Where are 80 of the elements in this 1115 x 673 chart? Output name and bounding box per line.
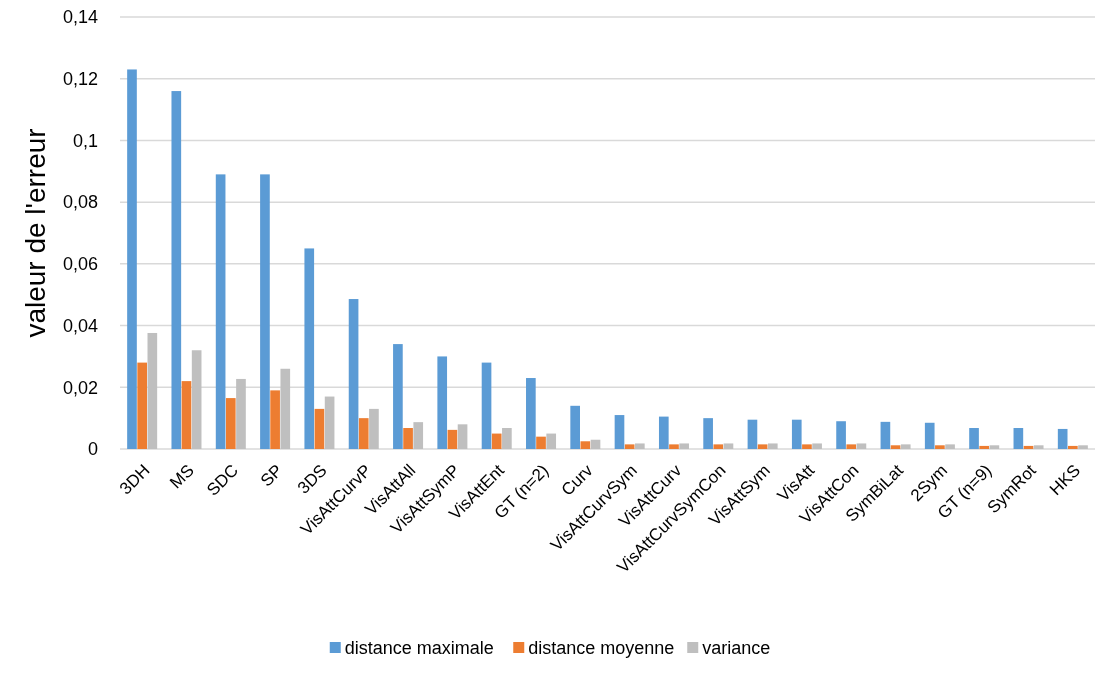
bar [945,444,955,449]
bar [924,422,935,449]
bar [1013,428,1024,449]
bar [900,444,911,449]
bar [447,429,458,449]
bar [767,443,778,449]
bar [989,445,1000,449]
bar [393,344,403,449]
bar [880,421,891,449]
legend-label: variance [702,638,771,659]
bar [413,422,424,449]
bar [679,443,689,449]
y-tick-label: 0,1 [72,130,98,151]
bar [314,408,325,449]
bar [270,390,280,449]
y-tick-label: 0,12 [62,69,98,90]
bar [526,378,536,449]
bar [147,332,158,449]
bar [137,362,147,449]
legend-label: distance maximale [344,638,494,659]
bar [546,433,557,449]
y-tick-label: 0,14 [62,7,98,28]
bar [191,350,202,449]
bar [502,428,512,449]
bar [1068,445,1078,449]
bar [969,428,979,449]
bar [713,444,724,449]
bar [747,419,758,449]
bar [856,443,867,449]
bar [260,174,270,449]
bar [403,428,413,449]
bar [225,398,236,449]
bar [369,408,379,449]
bar [215,174,226,449]
bar [1057,428,1068,449]
bar [658,416,669,449]
y-tick-label: 0,02 [62,377,98,398]
bar [757,444,768,449]
bar [491,433,502,449]
y-tick-label: 0,08 [62,192,98,213]
bar [812,443,822,449]
bar [723,443,734,449]
bar [236,378,246,449]
bar [358,418,369,449]
bar [590,439,601,449]
bar [703,418,713,449]
bar [669,444,679,449]
bar [481,362,492,449]
y-tick-label: 0,04 [62,315,98,336]
legend-label: distance moyenne [528,638,675,659]
bar [635,443,645,449]
bar [979,445,990,449]
bar [536,436,546,449]
bar [580,441,591,449]
bar [280,368,291,449]
bar [304,248,315,449]
bar [1078,445,1088,449]
bar [181,381,192,449]
bar [890,445,901,449]
x-tick-label: MS [166,460,198,493]
bar [1033,445,1044,449]
y-tick-label: 0,06 [62,254,98,275]
bar [846,444,857,449]
bar [1023,445,1034,449]
bar [935,445,945,449]
bar [570,405,580,449]
bar [614,415,625,449]
bar [348,299,359,449]
bar [802,444,812,449]
bar [437,356,448,449]
bar [791,419,802,449]
y-axis-title: valeur de l'erreur [20,128,51,338]
y-tick-label: 0 [87,439,98,460]
bar [127,69,137,449]
bar [171,91,182,449]
bar [624,444,635,449]
bar [324,396,335,449]
bar [457,424,468,449]
bar [836,421,846,449]
x-tick-label: SP [256,460,287,491]
